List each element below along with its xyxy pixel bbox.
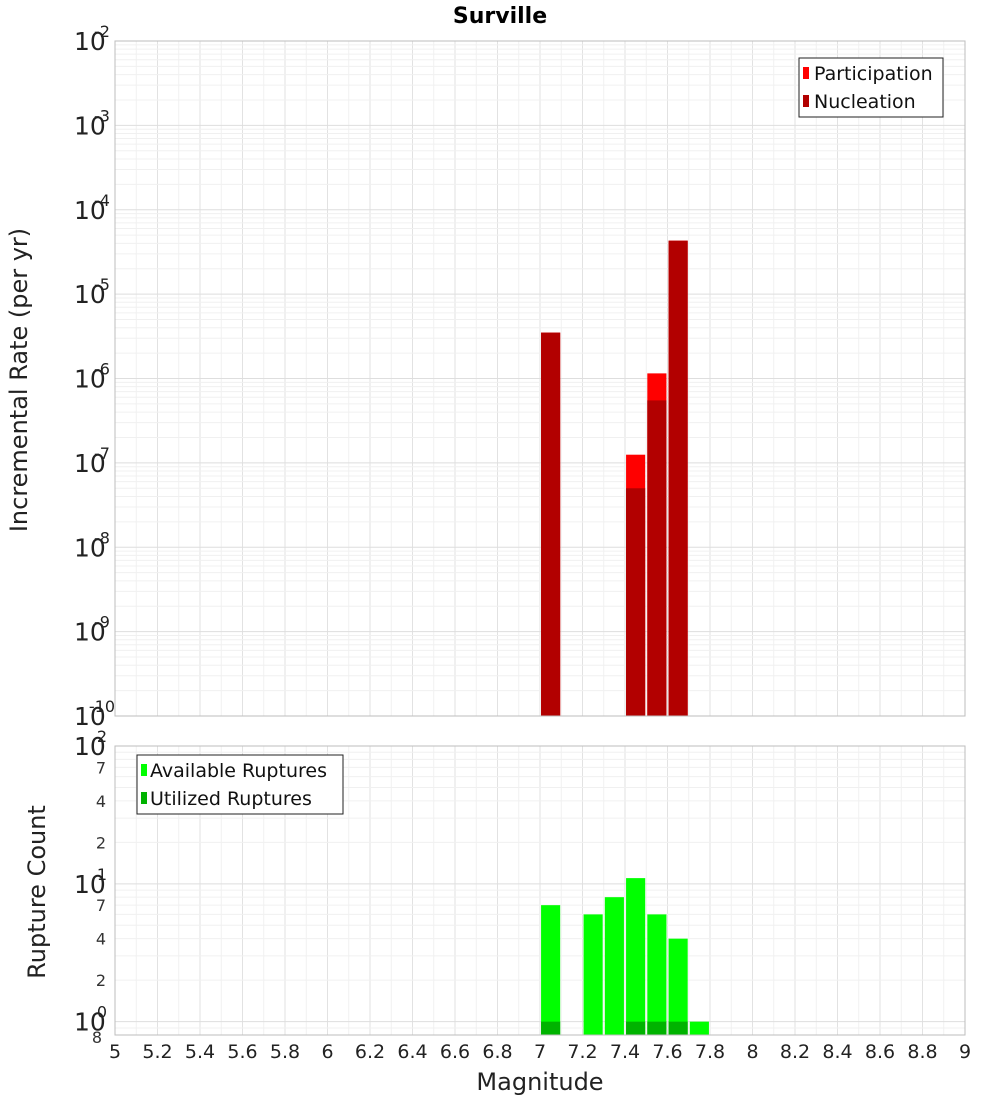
x-tick-label: 5.4 bbox=[185, 1041, 215, 1063]
top-plot-frame bbox=[114, 40, 966, 717]
top-gridlines bbox=[114, 40, 966, 717]
x-tick-label: 5.6 bbox=[227, 1041, 257, 1063]
x-tick-label: 6.8 bbox=[482, 1041, 512, 1063]
bottom-y-tick-exponent: 1 bbox=[97, 865, 107, 884]
x-tick-label: 5 bbox=[109, 1041, 121, 1063]
bottom-y-minor-tick: 4 bbox=[96, 792, 106, 811]
top-y-tick-exponent: -8 bbox=[94, 528, 110, 547]
x-tick-label: 7.8 bbox=[695, 1041, 725, 1063]
rupture-bar-a bbox=[626, 878, 646, 1035]
top-y-tick-exponent: -9 bbox=[94, 613, 110, 632]
top-y-tick-base: 10 bbox=[74, 111, 106, 140]
top-y-tick-exponent: -2 bbox=[94, 22, 110, 41]
x-tick-label: 7.2 bbox=[567, 1041, 597, 1063]
x-tick-label: 7 bbox=[534, 1041, 546, 1063]
legend-label-utilized: Utilized Ruptures bbox=[150, 788, 312, 810]
x-tick-label: 8 bbox=[746, 1041, 758, 1063]
bottom-gridlines bbox=[114, 745, 966, 1036]
bottom-y-tick-exponent: 0 bbox=[97, 1003, 107, 1022]
bottom-y-minor-tick: 7 bbox=[96, 896, 106, 915]
x-tick-label: 6 bbox=[321, 1041, 333, 1063]
x-tick-label: 9 bbox=[959, 1041, 971, 1063]
bottom-y-tick-exponent: 2 bbox=[97, 727, 107, 746]
bottom-y-tick-base: 10 bbox=[74, 870, 106, 899]
top-legend: Participation Nucleation bbox=[798, 57, 944, 118]
rupture-bar-b bbox=[647, 1021, 667, 1035]
x-tick-label: 8.4 bbox=[822, 1041, 852, 1063]
top-y-tick-base: 10 bbox=[74, 533, 106, 562]
legend-swatch-utilized bbox=[141, 792, 147, 804]
rupture-bar-a bbox=[689, 1021, 709, 1035]
top-legend-box bbox=[798, 57, 944, 118]
top-y-tick-exponent: -6 bbox=[94, 360, 110, 379]
bottom-bars bbox=[541, 878, 709, 1035]
bottom-y-minor-tick: 4 bbox=[96, 930, 106, 949]
top-y-axis-label: Incremental Rate (per yr) bbox=[5, 228, 33, 532]
rupture-bar-a bbox=[583, 914, 603, 1035]
rupture-bar-b bbox=[626, 1021, 646, 1035]
bottom-legend-box bbox=[136, 754, 344, 815]
rupture-bar-a bbox=[541, 905, 561, 1035]
x-tick-label: 6.4 bbox=[397, 1041, 427, 1063]
bottom-y-minor-tick: 2 bbox=[96, 971, 106, 990]
top-y-tick-base: 10 bbox=[74, 196, 106, 225]
x-tick-labels: 5 5.2 5.4 5.6 5.8 6 6.2 6.4 6.6 6.8 7 7.2 7.4 7.6 7.8 8… bbox=[109, 1041, 971, 1063]
legend-label-available: Available Ruptures bbox=[150, 760, 327, 782]
legend-swatch-participation bbox=[803, 67, 809, 79]
bottom-y-tick-base: 10 bbox=[74, 732, 106, 761]
top-y-tick-base: 10 bbox=[74, 365, 106, 394]
x-tick-label: 8.8 bbox=[907, 1041, 937, 1063]
bottom-y-minor-tick: 2 bbox=[96, 833, 106, 852]
rate-bar-b bbox=[541, 332, 561, 716]
top-bars bbox=[541, 240, 688, 717]
x-tick-label: 8.6 bbox=[865, 1041, 895, 1063]
x-tick-label: 8.2 bbox=[780, 1041, 810, 1063]
rupture-bar-a bbox=[647, 914, 667, 1035]
top-y-tick-base: 10 bbox=[74, 702, 106, 731]
bottom-legend: Available Ruptures Utilized Ruptures bbox=[136, 754, 344, 815]
rupture-bar-b bbox=[668, 1021, 688, 1035]
legend-swatch-available bbox=[141, 764, 147, 776]
rupture-bar-a bbox=[668, 938, 688, 1035]
legend-label-participation: Participation bbox=[814, 63, 933, 85]
x-tick-label: 5.2 bbox=[142, 1041, 172, 1063]
bottom-y-minor-tick: 7 bbox=[96, 758, 106, 777]
x-tick-label: 6.6 bbox=[440, 1041, 470, 1063]
top-y-tick-exponent: -4 bbox=[94, 191, 110, 210]
top-y-tick-base: 10 bbox=[74, 280, 106, 309]
legend-label-nucleation: Nucleation bbox=[814, 91, 916, 113]
x-tick-label: 5.8 bbox=[270, 1041, 300, 1063]
bottom-y-minor-tick: 8 bbox=[92, 1028, 102, 1047]
legend-swatch-nucleation bbox=[803, 95, 809, 107]
x-tick-label: 7.4 bbox=[610, 1041, 640, 1063]
bottom-y-tick-base: 10 bbox=[74, 1008, 106, 1037]
rate-bar-b bbox=[668, 240, 688, 717]
top-y-tick-exponent: -7 bbox=[94, 444, 110, 463]
bottom-plot-frame bbox=[114, 745, 966, 1036]
rate-bar-b bbox=[647, 400, 667, 716]
rate-bar-b bbox=[626, 488, 646, 716]
x-tick-label: 7.6 bbox=[652, 1041, 682, 1063]
x-tick-label: 6.2 bbox=[355, 1041, 385, 1063]
bottom-y-axis-label: Rupture Count bbox=[23, 805, 51, 979]
chart-title: Surville bbox=[453, 4, 547, 29]
top-y-tick-exponent: -10 bbox=[89, 697, 115, 716]
rupture-bar-a bbox=[604, 897, 624, 1035]
top-y-tick-base: 10 bbox=[74, 449, 106, 478]
top-y-tick-base: 10 bbox=[74, 618, 106, 647]
rupture-bar-b bbox=[541, 1021, 561, 1035]
top-y-tick-exponent: -3 bbox=[94, 106, 110, 125]
x-axis-label: Magnitude bbox=[476, 1068, 603, 1096]
top-y-tick-base: 10 bbox=[74, 27, 106, 56]
top-y-tick-exponent: -5 bbox=[94, 275, 110, 294]
